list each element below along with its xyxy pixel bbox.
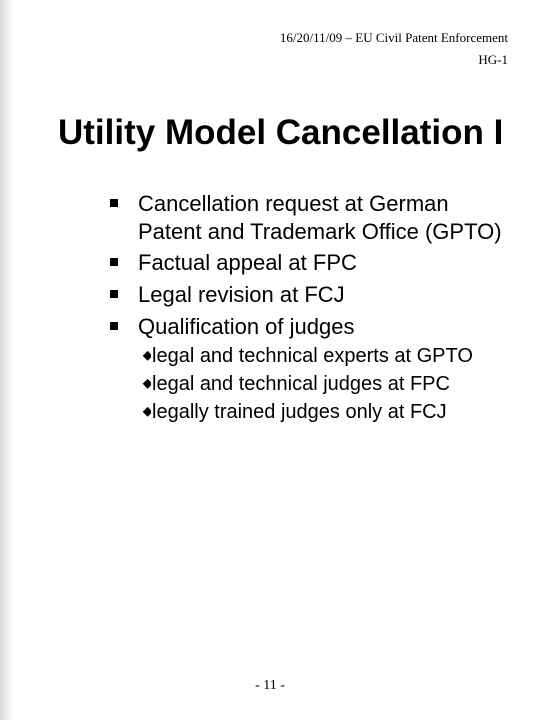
sub-list-item-text: legal and technical judges at FPC <box>152 372 450 398</box>
sub-list-item-text: legal and technical experts at GPTO <box>152 344 473 370</box>
header-block: 16/20/11/09 – EU Civil Patent Enforcemen… <box>58 30 508 68</box>
list-item: Legal revision at FCJ <box>110 281 508 309</box>
list-item: Cancellation request at German Patent an… <box>110 190 508 245</box>
sub-list-item: legal and technical experts at GPTO <box>140 344 508 370</box>
page-number: - 11 - <box>0 678 540 694</box>
header-date-title: 16/20/11/09 – EU Civil Patent Enforcemen… <box>58 30 508 46</box>
list-item: Qualification of judges <box>110 313 508 341</box>
slide-title: Utility Model Cancellation I <box>58 114 508 152</box>
list-item-text: Legal revision at FCJ <box>138 281 345 309</box>
sub-list-item: legally trained judges only at FCJ <box>140 400 508 426</box>
square-bullet-icon <box>110 199 118 207</box>
list-item-text: Cancellation request at German Patent an… <box>138 190 508 245</box>
sub-list-item: legal and technical judges at FPC <box>140 372 508 398</box>
sub-bullet-list: legal and technical experts at GPTO lega… <box>140 344 508 425</box>
list-item-text: Qualification of judges <box>138 313 354 341</box>
list-item: Factual appeal at FPC <box>110 249 508 277</box>
slide-page: 16/20/11/09 – EU Civil Patent Enforcemen… <box>0 0 540 720</box>
list-item-text: Factual appeal at FPC <box>138 249 357 277</box>
header-code: HG-1 <box>58 52 508 68</box>
square-bullet-icon <box>110 322 118 330</box>
bullet-list: Cancellation request at German Patent an… <box>110 190 508 425</box>
square-bullet-icon <box>110 290 118 298</box>
sub-list-item-text: legally trained judges only at FCJ <box>152 400 447 426</box>
square-bullet-icon <box>110 258 118 266</box>
